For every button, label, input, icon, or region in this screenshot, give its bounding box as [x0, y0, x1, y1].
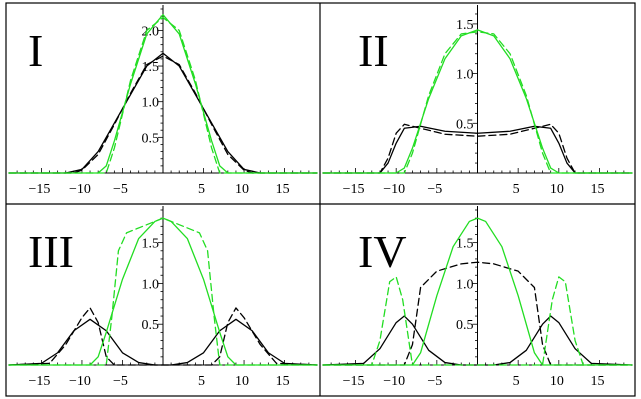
- y-tick-label: 1.5: [456, 18, 474, 33]
- x-tick-label: 5: [198, 182, 205, 197]
- x-tick-label: −15: [28, 374, 50, 389]
- series-green-solid-line: [8, 14, 318, 174]
- x-tick-label: 15: [276, 182, 290, 197]
- y-tick-label: 1.0: [456, 68, 474, 83]
- series-black-dashed-line: [8, 307, 318, 366]
- y-tick-label: 0.5: [456, 117, 474, 132]
- panel-ii: −15 −10 −5 5 10 15 0.5 1.0 1.5 II: [322, 5, 633, 197]
- series-black-dashed-line: [8, 55, 318, 174]
- panel-i: −15 −10 −5 5 10 150.51.01.52.0I: [8, 5, 318, 197]
- x-tick-label: 10: [235, 182, 249, 197]
- x-tick-label: −5: [113, 374, 128, 389]
- series-green-dashed-line: [8, 16, 318, 174]
- series-green-solid-line: [322, 217, 633, 366]
- panel-iii: −15 −10 −5 5 10 15 0.5 1.0 1.5 III: [8, 206, 318, 389]
- x-tick-label: −10: [69, 374, 91, 389]
- y-tick-label: 0.5: [142, 318, 160, 333]
- x-tick-label: 15: [590, 182, 604, 197]
- x-tick-label: −10: [69, 182, 91, 197]
- y-tick-label: 1.0: [142, 277, 160, 292]
- x-tick-label: 10: [550, 182, 564, 197]
- series-black-dashed-line: [322, 123, 633, 174]
- x-tick-label: 5: [513, 182, 520, 197]
- x-tick-label: −15: [343, 374, 365, 389]
- panel-label: IV: [358, 226, 407, 277]
- x-tick-label: −10: [383, 374, 405, 389]
- x-tick-label: −5: [113, 182, 128, 197]
- series-black-solid-line: [8, 52, 318, 174]
- panel-label: III: [28, 226, 74, 277]
- x-tick-label: −5: [427, 374, 442, 389]
- x-tick-label: 10: [550, 374, 564, 389]
- y-tick-label: 1.5: [142, 237, 160, 252]
- y-tick-label: 0.5: [456, 318, 474, 333]
- panel-iv: −15 −10 −5 5 10 15 0.5 1.0 1.5 IV: [322, 206, 633, 389]
- x-tick-label: 15: [590, 374, 604, 389]
- x-tick-label: −15: [343, 182, 365, 197]
- x-tick-label: −15: [28, 182, 50, 197]
- series-green-dashed-line: [8, 217, 318, 366]
- series-green-dashed-line: [322, 31, 633, 174]
- x-tick-label: 5: [513, 374, 520, 389]
- x-tick-label: −5: [427, 182, 442, 197]
- x-tick-label: 5: [198, 374, 205, 389]
- y-tick-label: 1.5: [142, 60, 160, 75]
- series-green-dashed-line: [322, 276, 633, 366]
- x-tick-label: 15: [276, 374, 290, 389]
- panel-label: II: [358, 25, 389, 76]
- y-tick-label: 1.5: [456, 237, 474, 252]
- y-tick-label: 1.0: [142, 96, 160, 111]
- x-tick-label: −10: [383, 182, 405, 197]
- y-tick-label: 0.5: [142, 131, 160, 146]
- series-black-solid-line: [322, 125, 633, 174]
- y-tick-label: 1.0: [456, 277, 474, 292]
- panel-label: I: [28, 25, 43, 76]
- x-tick-label: 10: [235, 374, 249, 389]
- series-green-solid-line: [322, 29, 633, 174]
- series-black-dashed-line: [322, 261, 633, 366]
